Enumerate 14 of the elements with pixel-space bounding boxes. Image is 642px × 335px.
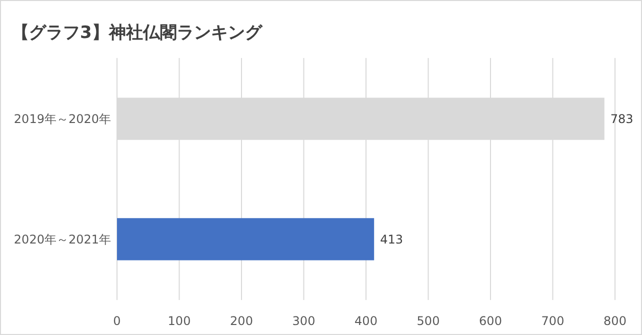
x-tick-label: 300 — [292, 314, 316, 328]
y-tick-label: 2020年～2021年 — [14, 232, 111, 246]
y-tick-label: 2019年～2020年 — [14, 112, 111, 126]
x-tick-label: 0 — [113, 314, 121, 328]
x-tick-label: 700 — [541, 314, 564, 328]
data-label: 413 — [380, 232, 403, 246]
x-tick-label: 100 — [168, 314, 191, 328]
x-tick-label: 600 — [479, 314, 502, 328]
data-label: 783 — [610, 112, 634, 126]
x-tick-label: 500 — [416, 314, 440, 328]
x-tick-label: 400 — [354, 314, 378, 328]
x-tick-label: 800 — [604, 314, 626, 328]
chart-title: 【グラフ3】神社仏閣ランキング — [12, 23, 263, 43]
x-tick-label: 200 — [230, 314, 253, 328]
